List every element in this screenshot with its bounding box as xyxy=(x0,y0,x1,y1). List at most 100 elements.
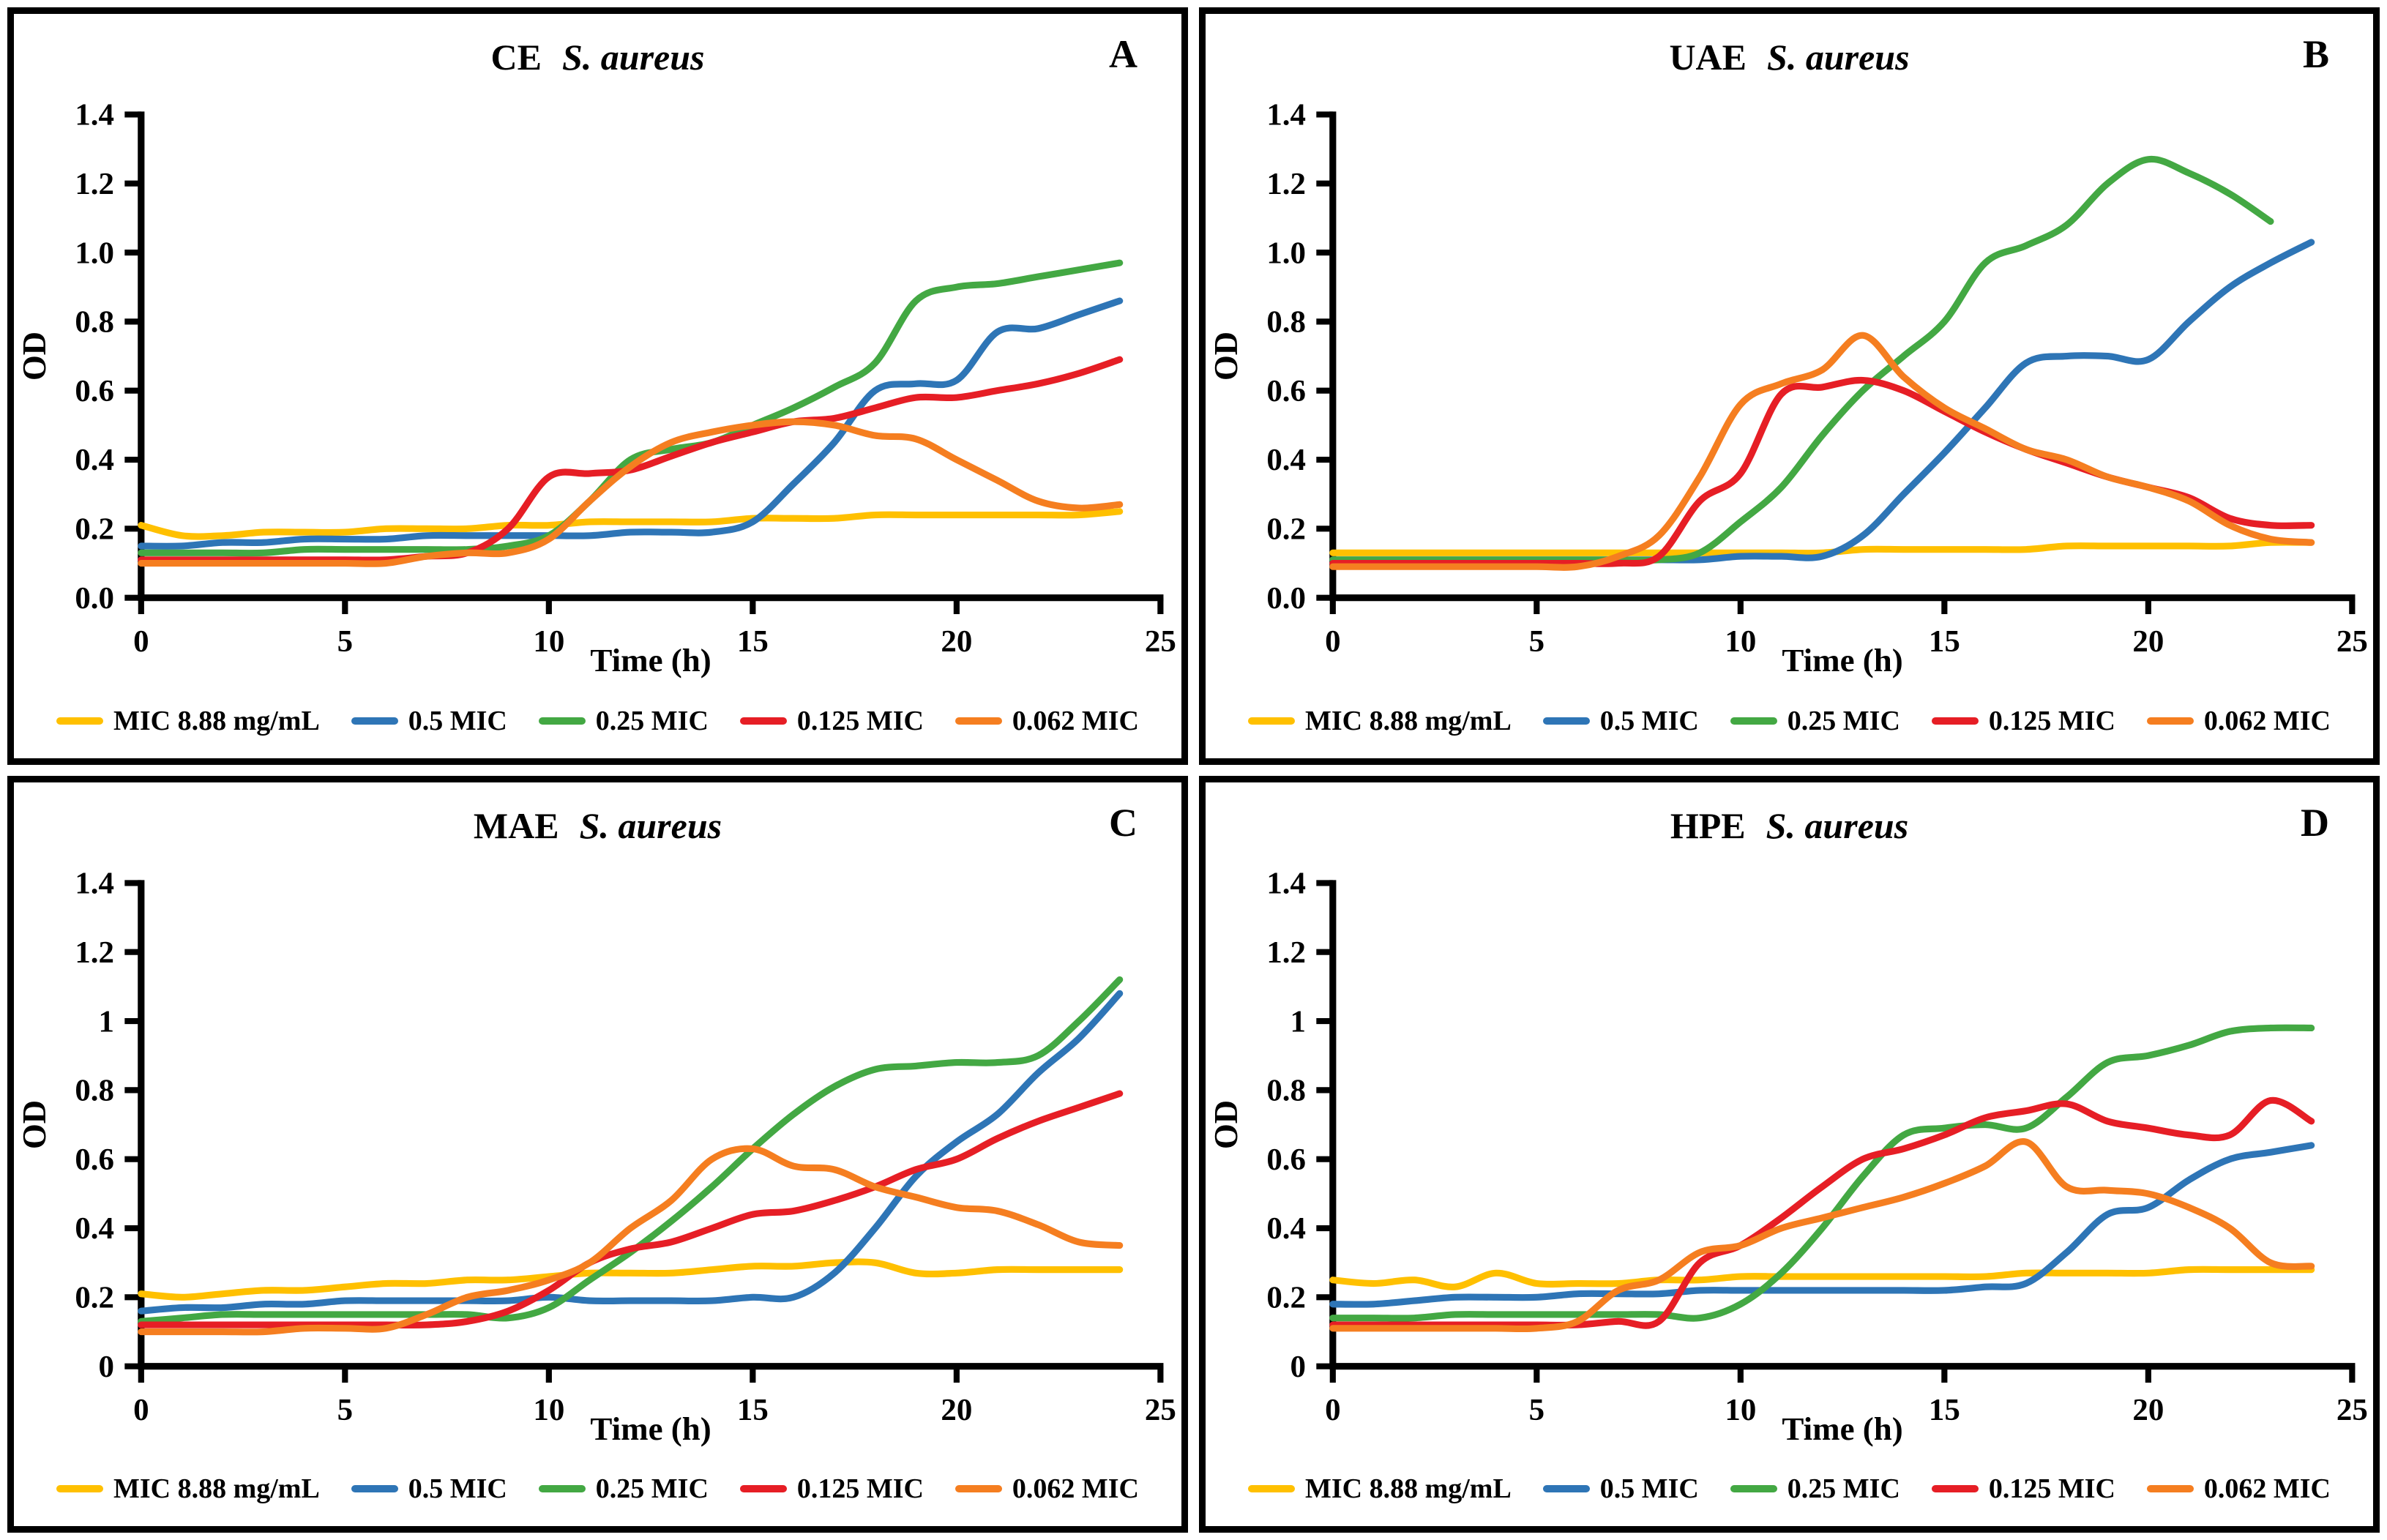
title-prefix: CE xyxy=(490,37,542,78)
legend-label: 0.25 MIC xyxy=(595,1473,709,1504)
y-tick-label: 0 xyxy=(1290,1350,1306,1384)
legend-label: 0.062 MIC xyxy=(2203,1473,2331,1504)
legend-label: 0.062 MIC xyxy=(1012,705,1139,736)
legend-line-swatch xyxy=(56,717,103,725)
y-tick-label: 0.4 xyxy=(1266,1211,1306,1246)
legend-line-swatch xyxy=(538,717,586,725)
legend-line-swatch xyxy=(1542,1485,1590,1492)
curve-0.25-mic xyxy=(1329,155,2274,564)
curve-mic-8.88-mg-ml xyxy=(138,508,1124,540)
y-tick-label: 1.4 xyxy=(75,866,114,900)
y-tick-label: 0.8 xyxy=(75,1073,114,1107)
legend-label: 0.125 MIC xyxy=(1988,1473,2115,1504)
panel-uae: UAE S. aureus B 0.0 0.2 0.4 0.6 0.8 1.0 1.2 1.4 0… xyxy=(1199,7,2380,765)
legend-label: 0.25 MIC xyxy=(595,705,709,736)
y-tick-label: 0.6 xyxy=(1266,1143,1306,1177)
curve-0.125-mic xyxy=(1329,376,2315,567)
y-tick-label: 1.4 xyxy=(75,98,114,132)
legend-item-mic-8.88-mg-ml: MIC 8.88 mg/mL xyxy=(56,705,320,737)
y-tick-label: 0.6 xyxy=(75,374,114,408)
x-tick-label: 10 xyxy=(1725,1392,1756,1427)
legend-item-0.5-mic: 0.5 MIC xyxy=(351,705,507,737)
x-tick-label: 25 xyxy=(1145,624,1176,659)
y-tick-label: 1.4 xyxy=(1266,866,1306,900)
x-tick-label: 15 xyxy=(737,1392,769,1427)
x-tick-label: 0 xyxy=(1325,1392,1340,1427)
x-tick-label: 25 xyxy=(2336,1392,2368,1427)
legend-line-swatch xyxy=(56,1485,103,1492)
legend-line-swatch xyxy=(1248,1485,1295,1492)
y-tick-label: 0.4 xyxy=(75,443,114,477)
panel-ce: CE S. aureus A 0.0 0.2 0.4 0.6 0.8 1.0 1.2 1.4 0 5… xyxy=(7,7,1188,765)
legend-line-swatch xyxy=(1931,717,1979,725)
legend-label: 0.25 MIC xyxy=(1787,1473,1900,1504)
x-axis-title: Time (h) xyxy=(590,642,711,679)
legend-item-0.062-mic: 0.062 MIC xyxy=(955,1473,1139,1505)
legend-line-swatch xyxy=(1248,717,1295,725)
y-axis-title: OD xyxy=(16,1100,53,1149)
title-prefix: HPE xyxy=(1670,804,1746,846)
curve-0.25-mic xyxy=(138,259,1124,557)
panel-letter: C xyxy=(1109,800,1138,845)
legend-label: 0.125 MIC xyxy=(1988,705,2115,736)
legend-item-0.25-mic: 0.25 MIC xyxy=(1730,1473,1900,1505)
x-tick-label: 0 xyxy=(133,624,149,659)
legend-item-0.062-mic: 0.062 MIC xyxy=(955,705,1139,737)
legend-line-swatch xyxy=(1730,1485,1777,1492)
legend-line-swatch xyxy=(1931,1485,1979,1492)
x-axis-title: Time (h) xyxy=(1782,1410,1902,1447)
panel-mae: MAE S. aureus C 0 0.2 0.4 0.6 0.8 1 1.2 1.4 0 5 10 1… xyxy=(7,775,1188,1533)
legend-line-swatch xyxy=(955,717,1002,725)
curve-mic-8.88-mg-ml xyxy=(1329,539,2315,557)
x-axis-title: Time (h) xyxy=(590,1410,711,1447)
legend-label: MIC 8.88 mg/mL xyxy=(1305,705,1512,736)
curve-0.062-mic xyxy=(138,1145,1124,1335)
panel-header: MAE S. aureus C xyxy=(14,782,1181,864)
y-tick-label: 1.2 xyxy=(75,935,114,970)
legend-label: 0.5 MIC xyxy=(1599,1473,1699,1504)
x-tick-label: 0 xyxy=(1325,624,1340,659)
figure-grid: CE S. aureus A 0.0 0.2 0.4 0.6 0.8 1.0 1.2 1.4 0 5… xyxy=(7,7,2380,1533)
curve-mic-8.88-mg-ml xyxy=(1329,1266,2315,1290)
legend-label: MIC 8.88 mg/mL xyxy=(113,1473,320,1504)
legend-item-0.5-mic: 0.5 MIC xyxy=(351,1473,507,1505)
legend-label: 0.25 MIC xyxy=(1787,705,1900,736)
y-tick-label: 0.4 xyxy=(75,1211,114,1246)
x-tick-label: 10 xyxy=(533,1392,564,1427)
legend-item-0.25-mic: 0.25 MIC xyxy=(538,1473,709,1505)
legend-line-swatch xyxy=(538,1485,586,1492)
legend-line-swatch xyxy=(955,1485,1002,1492)
x-tick-label: 5 xyxy=(337,1392,353,1427)
y-tick-label: 0.2 xyxy=(75,512,114,547)
legend-line-swatch xyxy=(2146,1485,2194,1492)
curve-0.5-mic xyxy=(1329,1141,2315,1308)
growth-curve-chart-uae: 0.0 0.2 0.4 0.6 0.8 1.0 1.2 1.4 0 5 10 15 20 25 Time (… xyxy=(1208,98,2368,679)
y-tick-label: 1.4 xyxy=(1266,98,1306,132)
legend-label: 0.062 MIC xyxy=(1012,1473,1139,1504)
legend-label: MIC 8.88 mg/mL xyxy=(1305,1473,1512,1504)
legend-item-mic-8.88-mg-ml: MIC 8.88 mg/mL xyxy=(1248,705,1512,737)
legend-item-0.5-mic: 0.5 MIC xyxy=(1542,705,1699,737)
panel-title: CE S. aureus xyxy=(14,14,1181,78)
x-tick-label: 25 xyxy=(2336,624,2368,659)
title-prefix: MAE xyxy=(473,804,559,846)
curve-0.062-mic xyxy=(1329,1137,2315,1332)
y-axis-title: OD xyxy=(1208,332,1244,381)
growth-curve-chart-hpe: 0 0.2 0.4 0.6 0.8 1 1.2 1.4 0 5 10 15 20 25 Time (h) OD xyxy=(1208,866,2368,1447)
chart-legend: MIC 8.88 mg/mL 0.5 MIC 0.25 MIC 0.125 MIC 0.… xyxy=(14,1451,1181,1526)
panel-hpe: HPE S. aureus D 0 0.2 0.4 0.6 0.8 1 1.2 1.4 0 5 10 1… xyxy=(1199,775,2380,1533)
legend-label: 0.125 MIC xyxy=(796,1473,924,1504)
legend-line-swatch xyxy=(2146,717,2194,725)
panel-title: MAE S. aureus xyxy=(14,782,1181,847)
legend-item-0.25-mic: 0.25 MIC xyxy=(1730,705,1900,737)
y-tick-label: 0.0 xyxy=(1266,581,1306,616)
legend-label: MIC 8.88 mg/mL xyxy=(113,705,320,736)
y-tick-label: 1.2 xyxy=(1266,935,1306,970)
legend-line-swatch xyxy=(1730,717,1777,725)
y-tick-label: 0 xyxy=(99,1350,114,1384)
legend-line-swatch xyxy=(351,1485,398,1492)
x-tick-label: 10 xyxy=(533,624,564,659)
x-axis-title: Time (h) xyxy=(1782,642,1902,679)
legend-label: 0.125 MIC xyxy=(796,705,924,736)
y-tick-label: 0.6 xyxy=(75,1143,114,1177)
